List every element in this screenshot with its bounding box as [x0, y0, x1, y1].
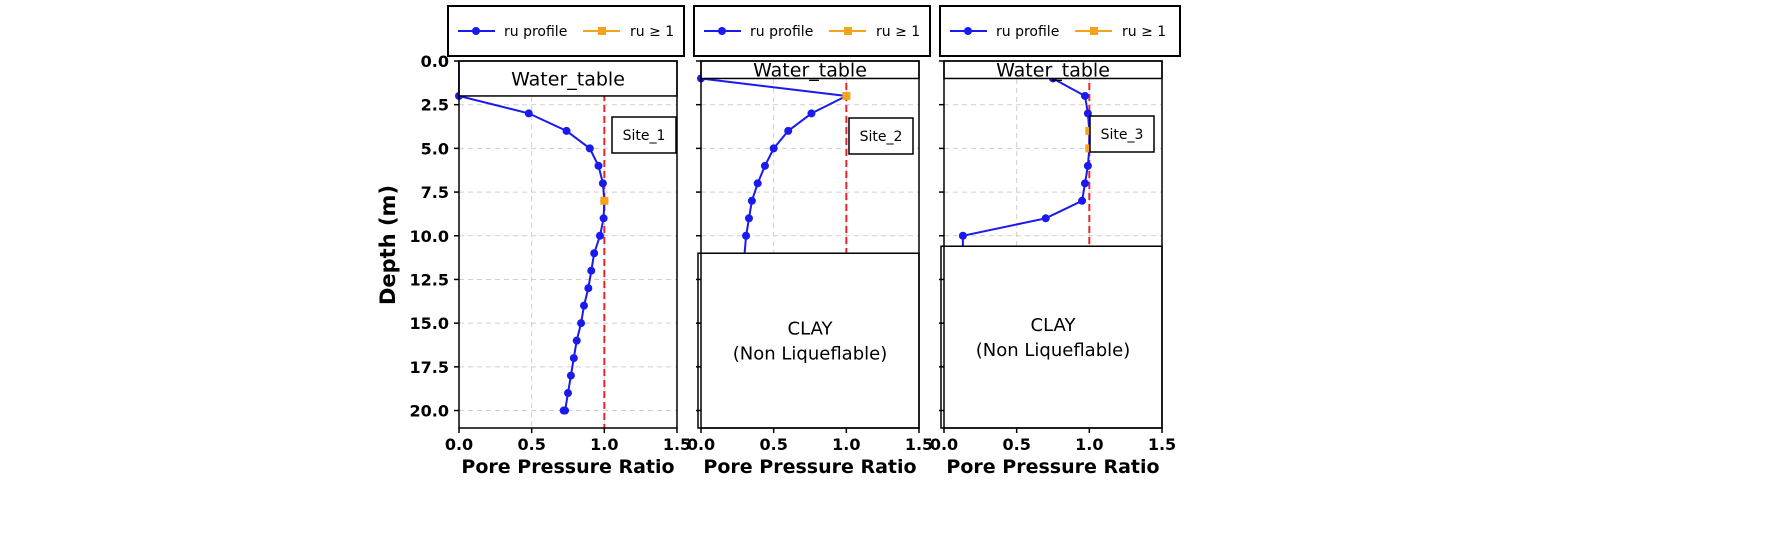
ru-profile-point [599, 214, 608, 223]
legend-profile-marker [472, 27, 480, 35]
clay-box [940, 245, 1163, 429]
ru-exceed-point [600, 196, 609, 205]
x-tick-label: 0.0 [687, 435, 715, 454]
x-axis-label: Pore Pressure Ratio [946, 456, 1159, 478]
ru-profile-point [1080, 91, 1089, 100]
y-tick-label: 15.0 [410, 314, 449, 333]
legend-exceed-marker [598, 27, 606, 35]
ru-profile-point [569, 354, 578, 363]
ru-profile-point [784, 126, 793, 135]
legends: ru profile ru ≥ 1 ru profile ru ≥ 1 ru profi… [458, 24, 1166, 40]
ru-profile-point [598, 179, 607, 188]
ru-profile-point [572, 336, 581, 345]
ru-profile-point [958, 231, 967, 240]
ru-profile-point [587, 266, 596, 275]
panel-site-2: Water_table Site_2 CLAY (Non Liqueflable) 0.… [687, 60, 933, 478]
legend-exceed-label: ru ≥ 1 [1122, 24, 1166, 40]
site-label-box [848, 117, 914, 155]
y-axis-label: Depth (m) [376, 185, 400, 305]
ru-profile-point [564, 389, 572, 398]
axes-frame [943, 60, 1163, 429]
axes-frame [458, 60, 678, 429]
x-tick-label: 0.5 [1002, 435, 1030, 454]
panel-site-1: Water_table Site_1 0.0 0.5 1.0 1.5 0.0 2.5 5.0 7.… [410, 52, 692, 478]
ru-profile-point [559, 406, 568, 415]
y-tick-label: 10.0 [410, 227, 449, 246]
ru-profile-point [1078, 196, 1087, 205]
ru-profile-point [579, 301, 588, 310]
legend-exceed-label: ru ≥ 1 [630, 24, 674, 40]
x-axis-label: Pore Pressure Ratio [461, 456, 674, 478]
legend-profile-marker [718, 27, 726, 35]
x-tick-label: 1.0 [832, 435, 860, 454]
clay-label: (Non Liqueflable) [976, 340, 1130, 361]
legend-1: ru profile ru ≥ 1 [458, 24, 674, 40]
site-label: Site_2 [860, 129, 903, 145]
y-tick-label: 7.5 [421, 183, 449, 202]
ru-profile-point [760, 161, 769, 170]
ru-profile-point [807, 109, 816, 118]
legend-profile-label: ru profile [504, 24, 567, 40]
legend-3: ru profile ru ≥ 1 [950, 24, 1166, 40]
legend-2: ru profile ru ≥ 1 [704, 24, 920, 40]
y-tick-label: 17.5 [410, 358, 449, 377]
clay-label: CLAY [788, 319, 834, 340]
y-tick-label: 2.5 [421, 96, 449, 115]
legend-exceed-marker [844, 27, 852, 35]
legend-profile-label: ru profile [996, 24, 1059, 40]
ru-profile-point [753, 179, 762, 188]
ru-profile-point [742, 231, 751, 240]
x-tick-label: 0.0 [930, 435, 958, 454]
site-label-box [611, 116, 677, 154]
ru-profile-point [577, 319, 586, 328]
ru-profile-point [1083, 161, 1092, 170]
legend-profile-marker [964, 27, 972, 35]
x-tick-label: 0.5 [517, 435, 545, 454]
clay-box [697, 252, 920, 429]
axes-frame [700, 60, 920, 429]
ru-profile-point [562, 126, 571, 135]
y-tick-label: 12.5 [410, 270, 449, 289]
clay-label: CLAY [1031, 315, 1077, 336]
clay-label: (Non Liqueflable) [733, 344, 887, 365]
panel-site-3: Water_table Site_3 CLAY (Non Liqueflable) 0.… [930, 60, 1176, 478]
x-tick-label: 1.5 [1148, 435, 1176, 454]
water-table-label: Water_table [996, 60, 1110, 82]
ru-profile-point [566, 371, 575, 380]
ru-profile-point [1080, 179, 1089, 188]
site-label: Site_1 [623, 128, 666, 144]
ru-profile-point [585, 144, 594, 153]
x-tick-label: 1.5 [663, 435, 691, 454]
x-axis-label: Pore Pressure Ratio [703, 456, 916, 478]
site-label: Site_3 [1101, 127, 1144, 143]
ru-profile-point [594, 161, 603, 170]
water-table-label: Water_table [753, 60, 867, 82]
site-label-box [1089, 115, 1155, 153]
ru-exceed-point [842, 91, 851, 100]
ru-profile-point [744, 214, 753, 223]
x-tick-label: 1.0 [1075, 435, 1103, 454]
y-tick-label: 20.0 [410, 402, 449, 421]
ru-profile-point [769, 144, 778, 153]
x-tick-label: 0.5 [759, 435, 787, 454]
legend-exceed-label: ru ≥ 1 [876, 24, 920, 40]
ru-profile-point [590, 249, 599, 258]
water-table-label: Water_table [511, 68, 625, 90]
ru-profile-point [584, 284, 593, 293]
y-tick-label: 5.0 [421, 139, 449, 158]
ru-profile-point [1041, 214, 1050, 223]
ru-profile-point [747, 196, 756, 205]
x-tick-label: 1.0 [590, 435, 618, 454]
legend-exceed-marker [1090, 27, 1098, 35]
x-tick-label: 1.5 [905, 435, 933, 454]
legend-profile-label: ru profile [750, 24, 813, 40]
y-tick-label: 0.0 [421, 52, 449, 71]
ru-profile-line [961, 77, 1091, 247]
ru-profile-point [524, 109, 533, 118]
ru-profile-point [595, 231, 604, 240]
x-tick-label: 0.0 [445, 435, 473, 454]
